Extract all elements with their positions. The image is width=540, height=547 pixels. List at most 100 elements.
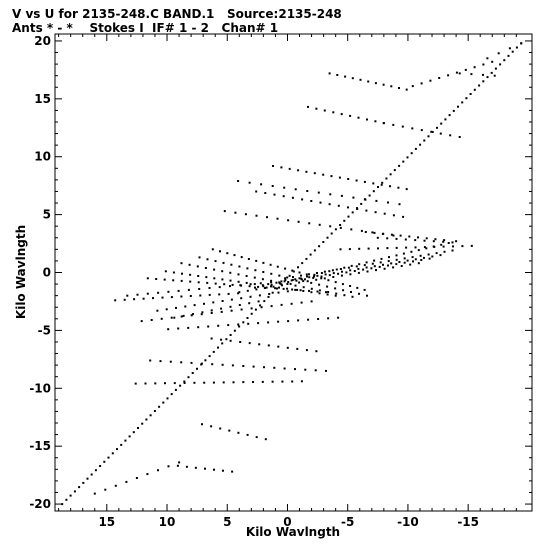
uv-point [379, 261, 382, 264]
uv-point [310, 300, 313, 303]
uv-point [240, 308, 243, 311]
uv-point [246, 433, 249, 436]
uv-point [360, 202, 363, 205]
uv-point [363, 288, 366, 291]
uv-point [266, 216, 268, 219]
uv-point [442, 240, 445, 243]
uv-point [306, 190, 309, 192]
uv-point [368, 194, 371, 197]
uv-point [238, 304, 241, 306]
uv-point [419, 254, 422, 257]
uv-point [257, 285, 260, 288]
uv-point [374, 82, 377, 85]
uv-point [210, 337, 213, 340]
uv-point [315, 278, 318, 281]
uv-point [363, 180, 366, 183]
uv-point [290, 302, 293, 305]
uv-point [276, 217, 279, 220]
uv-point [334, 287, 337, 290]
uv-point [328, 270, 331, 273]
uv-point [250, 312, 253, 315]
uv-point [411, 85, 414, 88]
uv-point [386, 247, 389, 250]
uv-point [260, 306, 263, 309]
uv-point [308, 289, 310, 292]
uv-point [304, 368, 307, 371]
uv-point [223, 283, 226, 286]
uv-point [289, 282, 292, 285]
y-tick-label: 20 [34, 34, 51, 48]
uv-point [420, 129, 423, 132]
uv-point [326, 236, 329, 239]
uv-point [253, 283, 256, 286]
uv-point [282, 287, 285, 290]
uv-point [254, 308, 257, 311]
uv-point [308, 222, 311, 225]
uv-point [203, 302, 205, 305]
uv-point [387, 201, 389, 204]
uv-point [246, 289, 249, 292]
uv-point [408, 235, 411, 238]
uv-point [61, 503, 64, 506]
uv-point [114, 299, 117, 302]
uv-point [187, 376, 190, 379]
uv-point [318, 223, 321, 226]
uv-point [275, 281, 278, 284]
uv-point [262, 285, 265, 288]
uv-point [390, 233, 393, 236]
uv-point [341, 283, 344, 286]
uv-point [189, 280, 192, 283]
uv-point [301, 262, 304, 265]
uv-point [206, 258, 209, 261]
uv-point [178, 461, 181, 464]
uv-point [249, 283, 252, 286]
uv-point [253, 276, 256, 279]
uv-point [239, 341, 242, 343]
uv-point [322, 241, 325, 243]
uv-point [270, 305, 273, 308]
uv-point [508, 47, 511, 50]
uv-point [246, 267, 249, 270]
uv-point [107, 456, 110, 459]
uv-point [377, 186, 379, 188]
y-tick-label: 0 [43, 266, 51, 280]
uv-point [297, 169, 300, 172]
uv-point [213, 468, 215, 471]
uv-point [294, 288, 297, 291]
uv-point [298, 277, 301, 280]
uv-point [365, 209, 368, 212]
uv-point [141, 422, 144, 425]
uv-point [377, 247, 379, 250]
uv-point [183, 382, 186, 384]
uv-point [264, 438, 267, 441]
uv-point [146, 473, 149, 476]
uv-point [458, 136, 461, 138]
x-tick-label: -10 [397, 515, 419, 529]
x-tick-label: 10 [159, 515, 176, 529]
uv-point [294, 188, 297, 191]
x-tick-label: -15 [457, 515, 479, 529]
uv-point [257, 300, 260, 303]
uv-point [356, 208, 359, 210]
uv-point [254, 269, 257, 272]
uv-point [305, 257, 308, 260]
uv-point [286, 290, 289, 293]
uv-point [300, 278, 303, 281]
uv-point [220, 338, 223, 341]
uv-point [221, 278, 224, 281]
uv-point [254, 286, 256, 289]
uv-point [237, 323, 240, 326]
uv-point [287, 219, 290, 222]
uv-point [158, 405, 161, 408]
x-tick-label: -5 [341, 515, 354, 529]
uv-point [398, 164, 401, 167]
uv-point [332, 272, 335, 275]
uv-point [245, 275, 248, 277]
uv-point [278, 286, 280, 289]
uv-point [337, 272, 340, 275]
uv-point [286, 346, 289, 349]
uv-point [222, 261, 225, 264]
uv-point [515, 46, 518, 49]
chart-title: V vs U for 2135-248.C BAND.1 Source:2135… [12, 7, 342, 21]
uv-point [196, 367, 198, 370]
